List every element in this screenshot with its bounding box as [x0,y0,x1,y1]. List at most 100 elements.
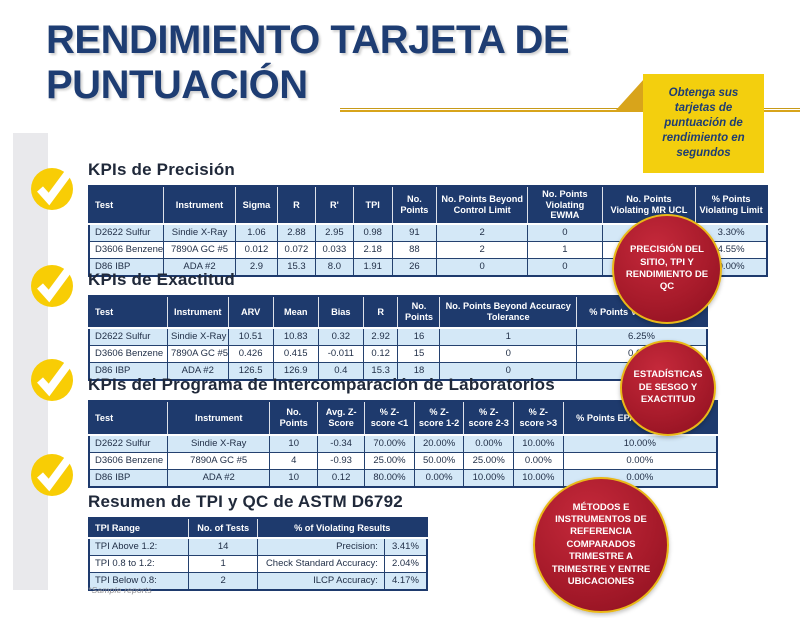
table-cell: TPI Above 1.2: [88,537,189,556]
badge-bias-accuracy: ESTADÍSTICAS DE SESGO Y EXACTITUD [620,340,716,436]
table-cell: 7890A GC #5 [166,345,229,363]
table-cell: ILCP Accuracy: [257,572,385,591]
column-header: Test [89,401,168,436]
table-row: D2622 Sulfur Sindie X-Ray 10.51 10.83 0.32 2.… [88,327,708,346]
table-cell: 10.00% [513,469,564,488]
column-header: Test [89,296,168,329]
check-icon [31,359,73,401]
table-cell: 0.426 [227,345,274,363]
table-cell: 1 [527,240,603,259]
column-header: Mean [273,296,319,329]
column-header: Test [89,186,165,225]
table-cell: 0.012 [234,240,278,259]
table-cell: 0.12 [317,469,366,488]
table-cell: 2 [436,223,529,242]
page-title-line2: PUNTUACIÓN [46,63,308,107]
table-row: D2622 Sulfur Sindie X-Ray 1.06 2.88 2.95 0.98… [88,223,768,242]
table-row: TPI Above 1.2: 14 Precision: 3.41% [88,537,428,556]
table-cell: D86 IBP [88,362,168,381]
table-cell: -0.34 [317,434,366,453]
table-cell: -0.011 [317,345,364,363]
column-header: No. of Tests [188,518,259,539]
column-header: % Z-score 2-3 [463,401,514,436]
table-cell: Precision: [257,537,385,556]
table-cell: 0 [527,223,603,242]
table-cell: 88 [391,240,438,259]
accuracy-kpis-table: Test Instrument ARV Mean Bias R No. Points No. … [88,295,708,381]
table-cell: D2622 Sulfur [88,327,168,346]
table-cell: 26 [391,257,438,277]
column-header: R' [315,186,354,225]
table-cell: 50.00% [413,452,465,470]
table-cell: 0.00% [562,452,718,470]
table-cell: 2.92 [362,327,399,346]
gold-divider-line [340,108,800,112]
table-cell: 0 [439,345,578,363]
table-cell: 14 [187,537,259,556]
table-row: D2622 Sulfur Sindie X-Ray 10 -0.34 70.00% 20.… [88,434,718,453]
table-cell: 0.00% [513,452,564,470]
table-cell: 2.18 [352,240,393,259]
table-cell: D86 IBP [88,469,168,488]
table-cell: Check Standard Accuracy: [257,555,385,573]
table-cell: TPI Below 0.8: [88,572,189,591]
header-row: Test Instrument ARV Mean Bias R No. Points No. … [89,296,708,329]
table-cell: 8.0 [314,257,354,277]
check-icon [31,168,73,210]
section-heading-ilcp: KPIs del Programa de Intercomparación de… [88,375,555,394]
table-cell: 6.25% [576,327,708,346]
header-row: TPI Range No. of Tests% of Violating Resu… [89,518,428,539]
table-cell: 10 [269,469,319,488]
column-header: R [363,296,399,329]
table-cell: 0 [527,257,603,277]
table-cell: Sindie X-Ray [166,327,229,346]
section-heading-accuracy: KPIs de Exactitud [88,270,235,289]
table-cell: 0.415 [272,345,319,363]
page-title: RENDIMIENTO TARJETA DE PUNTUACIÓN [46,18,666,108]
table-cell: 0.00% [413,469,465,488]
table-cell: 15.3 [276,257,316,277]
ilcp-kpis-table: Test Instrument No. Points Avg. Z-Score% Z-… [88,400,718,488]
table-cell: 1 [439,327,578,346]
table-cell: 0.98 [352,223,393,242]
column-header: % Z-score 1-2 [414,401,465,436]
table-cell: D2622 Sulfur [88,223,165,242]
table-cell: 0.4 [317,362,364,381]
table-cell: Sindie X-Ray [166,434,271,453]
badge-text: PRECISIÓN DEL SITIO, TPI Y RENDIMIENTO D… [625,244,709,293]
table-cell: 16 [397,327,441,346]
table-cell: 0.00% [463,434,514,453]
table-row: D3606 Benzene 7890A GC #5 0.426 0.415 -0.011… [88,345,708,363]
column-header: Instrument [167,401,271,436]
callout-text: Obtenga sus tarjetas de puntuación de re… [662,87,745,159]
check-icon [31,265,73,307]
column-header: Instrument [167,296,229,329]
table-cell: 2.88 [276,223,316,242]
section-heading-precision: KPIs de Precisión [88,160,236,179]
table-cell: 15 [397,345,441,363]
badge-text: MÉTODOS E INSTRUMENTOS DE REFERENCIA COM… [551,501,651,587]
table-row: D3606 Benzene 7890A GC #5 4 -0.93 25.00% 50.0… [88,452,718,470]
table-cell: 3.41% [383,537,428,556]
table-cell: Sindie X-Ray [163,223,236,242]
table-cell: 0 [436,257,529,277]
table-cell: D2622 Sulfur [88,434,168,453]
column-header: % Z-score <1 [364,401,415,436]
column-header: No. Points [397,296,441,329]
table-cell: 2 [187,572,259,591]
table-cell: 10.51 [227,327,274,346]
column-header: No. Points Beyond Accuracy Tolerance [439,296,578,329]
column-header: Sigma [235,186,278,225]
table-cell: 10.00% [562,434,718,453]
callout-box: Obtenga sus tarjetas de puntuación de re… [643,74,764,173]
table-cell: TPI 0.8 to 1.2: [88,555,189,573]
table-cell: 0.12 [362,345,399,363]
table-cell: 2.04% [383,555,428,573]
column-header: Bias [318,296,364,329]
table-cell: 7890A GC #5 [166,452,271,470]
table-cell: 0.32 [317,327,364,346]
table-cell: 10.00% [513,434,564,453]
column-header: No. Points [269,401,319,436]
column-header: Avg. Z-Score [317,401,366,436]
column-header: R [277,186,316,225]
